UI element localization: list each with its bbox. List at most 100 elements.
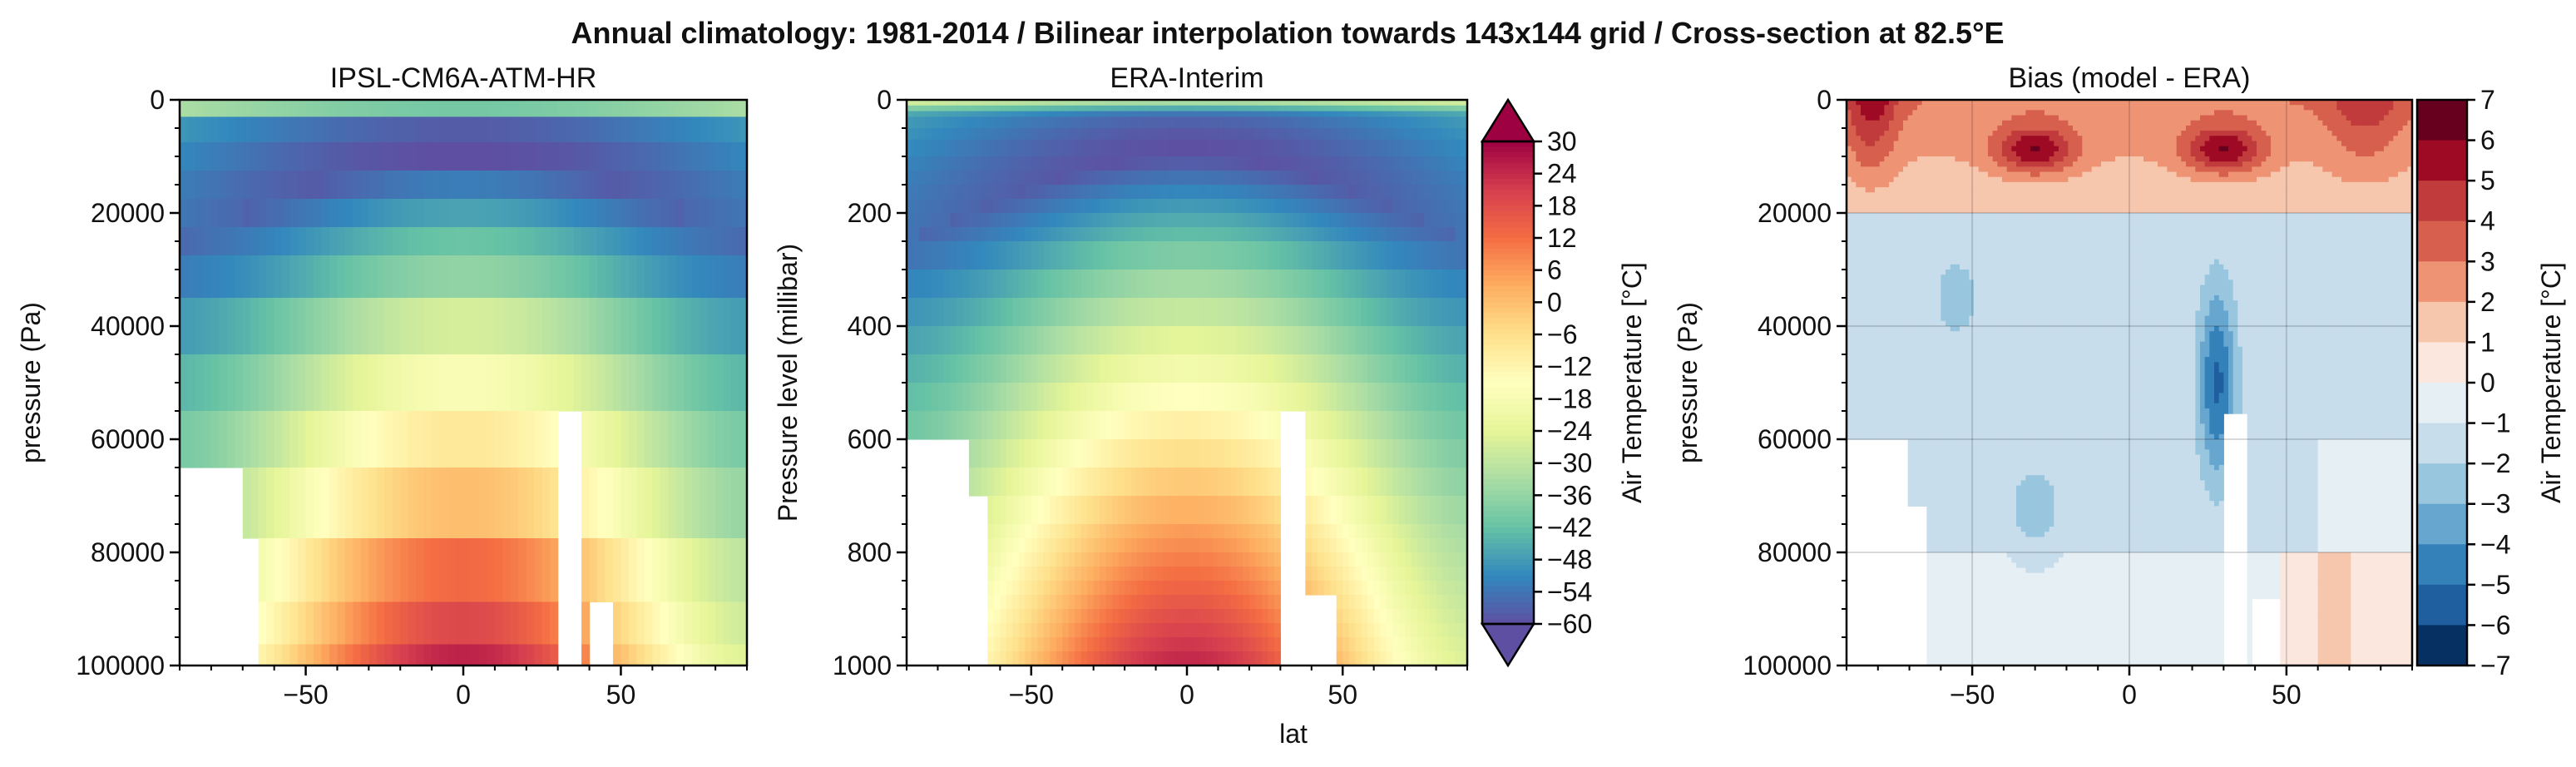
panel2-cell <box>1105 637 1113 652</box>
panel3-cell <box>1865 136 1871 142</box>
panel2-cell <box>1461 581 1467 596</box>
panel3-cell <box>2172 146 2178 152</box>
panel2-cell <box>1174 326 1182 355</box>
panel2-cell <box>1199 298 1207 327</box>
panel2-cell <box>1118 623 1125 638</box>
panel1-cell <box>739 255 747 299</box>
panel1-cell <box>707 601 716 646</box>
panel1-cell <box>502 227 512 256</box>
panel3-cell <box>2388 131 2394 136</box>
panel2-cell <box>1348 298 1356 327</box>
panel3-cell <box>2044 131 2050 136</box>
panel2-cell <box>981 116 988 129</box>
panel2-cell <box>1118 651 1125 666</box>
panel2-cell <box>993 185 1001 200</box>
panel2-cell <box>1118 468 1125 497</box>
panel2-cell <box>956 139 963 157</box>
panel2-cell <box>1417 595 1425 610</box>
panel3-cell <box>2223 100 2229 106</box>
panel1-cell <box>180 354 189 412</box>
panel1-cell <box>621 142 630 171</box>
panel1-cell <box>360 601 369 646</box>
panel2-cell <box>1436 156 1443 171</box>
panel2-cell <box>1112 552 1120 567</box>
panel2-cell <box>1068 227 1075 242</box>
panel2-cell <box>1423 524 1431 539</box>
panel2-cell <box>1436 595 1443 610</box>
panel2-cell <box>1417 227 1425 242</box>
panel2-cell <box>1361 270 1368 299</box>
panel2-cell <box>1273 241 1281 270</box>
panel1-cell <box>541 199 551 228</box>
panel3-cell <box>2073 115 2079 121</box>
panel3-cell <box>2190 136 2196 142</box>
panel1-cell <box>376 116 385 143</box>
panel1-cell <box>502 644 512 666</box>
panel2-cell <box>1218 185 1225 200</box>
panel3-cell <box>2322 125 2328 131</box>
panel2-cell <box>1168 298 1175 327</box>
panel3-cell <box>2374 136 2380 142</box>
panel2-cell <box>943 383 952 412</box>
panel2-cell <box>1168 552 1175 567</box>
panel1-cell <box>423 354 433 412</box>
panel2-cell <box>1211 326 1219 355</box>
panel1-cell <box>258 538 267 603</box>
panel3-cell <box>2209 120 2215 126</box>
panel2-cell <box>907 227 914 242</box>
panel1-cell <box>581 298 591 355</box>
panel2-cell <box>1392 199 1400 214</box>
panel2-cell <box>1080 298 1088 327</box>
panel2-cell <box>1199 468 1207 497</box>
panel2-cell <box>1430 524 1437 539</box>
panel1-cell <box>416 601 425 646</box>
panel3-cell <box>2351 141 2356 147</box>
panel1-cell <box>700 199 709 228</box>
panel2-cell <box>1062 538 1070 553</box>
panel2-cell <box>1180 199 1188 214</box>
panel1-cell <box>353 538 362 603</box>
panel1-cell <box>210 100 220 117</box>
panel2-cell <box>1025 227 1032 242</box>
panel1-cell <box>471 601 480 646</box>
panel2-cell <box>1268 609 1275 624</box>
panel2-cell <box>1243 524 1250 539</box>
panel2-cell <box>1068 623 1075 638</box>
panel3-cell <box>2167 100 2173 106</box>
panel2-cell <box>1205 128 1213 141</box>
panel2-cell <box>1323 298 1331 327</box>
panel1-cell <box>566 100 575 117</box>
panel3-cell <box>1946 136 1951 142</box>
panel1-cell <box>180 171 189 200</box>
panel2-cell <box>1436 383 1443 412</box>
panel2-cell <box>1043 213 1051 228</box>
panel3-cell <box>2044 141 2050 147</box>
panel2-cell <box>1105 468 1113 497</box>
panel3-cell <box>2365 115 2371 121</box>
panel2-cell <box>1248 185 1256 200</box>
panel3-cell <box>2407 146 2412 152</box>
panel2-cell <box>1199 213 1207 228</box>
panel2-cell <box>943 270 952 299</box>
panel2-cell <box>1261 171 1268 186</box>
panel2-cell <box>1417 156 1425 171</box>
panel2-cell <box>1355 171 1362 186</box>
panel2-cell <box>1280 213 1288 228</box>
panel1-cell <box>684 468 693 539</box>
panel1-cell <box>628 538 637 603</box>
panel1-cell <box>660 411 669 468</box>
panel1-cell <box>392 100 401 117</box>
panel2-cell <box>1125 270 1132 299</box>
panel1-cell <box>581 468 591 539</box>
panel3-cell <box>2181 131 2187 136</box>
panel2-cell <box>1286 270 1293 299</box>
panel3-cell <box>2101 151 2107 157</box>
panel3-cell <box>2289 105 2295 111</box>
panel3-cell <box>2044 110 2050 116</box>
panel2-cell <box>962 116 970 129</box>
panel2-cell <box>1236 185 1244 200</box>
panel1-cell <box>731 644 740 666</box>
panel2-cell <box>1236 116 1244 129</box>
panel2-cell <box>1405 411 1412 440</box>
panel2-cell <box>993 139 1001 157</box>
